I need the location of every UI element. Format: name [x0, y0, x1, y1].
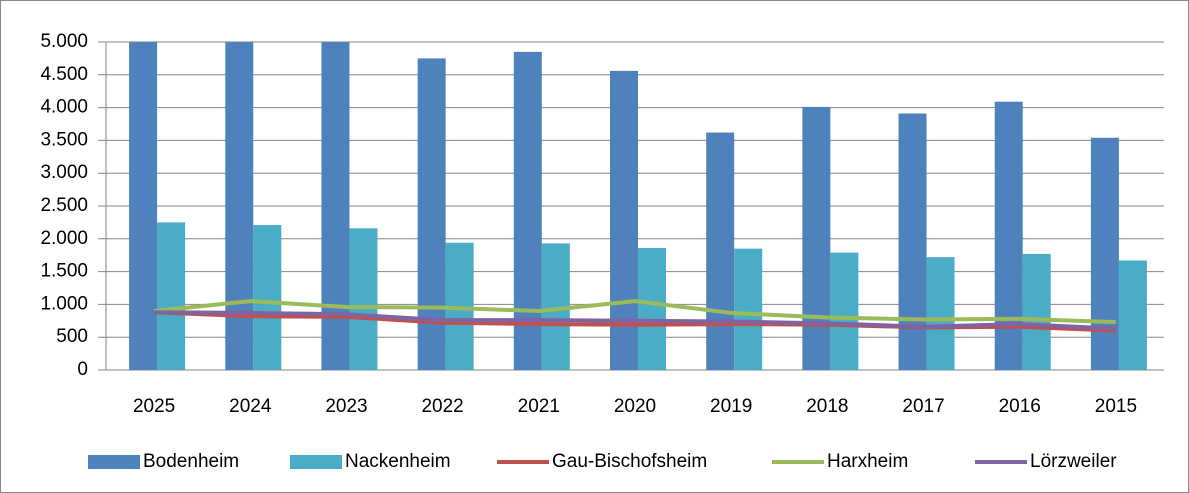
- y-tick-label: 2.500: [40, 195, 88, 216]
- legend-label: Gau-Bischofsheim: [552, 451, 707, 472]
- bar: [129, 42, 158, 370]
- y-tick-label: 4.500: [40, 64, 88, 85]
- bar: [926, 257, 955, 370]
- bar: [706, 132, 735, 370]
- x-tick-label: 2020: [614, 396, 656, 417]
- x-tick-label: 2017: [902, 396, 944, 417]
- x-tick-label: 2016: [999, 396, 1041, 417]
- legend-label: Lörzweiler: [1030, 451, 1117, 472]
- bar: [1118, 260, 1147, 370]
- y-tick-label: 2.000: [40, 228, 88, 249]
- x-tick-label: 2019: [710, 396, 752, 417]
- legend-swatch: [290, 455, 342, 469]
- x-tick-label: 2022: [421, 396, 463, 417]
- y-tick-label: 1.000: [40, 293, 88, 314]
- y-tick-label: 3.500: [40, 129, 88, 150]
- x-tick-label: 2021: [518, 396, 560, 417]
- y-tick-label: 0: [77, 359, 88, 380]
- legend-swatch: [88, 455, 140, 469]
- bar: [225, 42, 254, 370]
- bar: [1090, 137, 1119, 370]
- legend-label: Bodenheim: [143, 451, 239, 472]
- x-tick-label: 2024: [229, 396, 272, 417]
- y-tick-label: 5.000: [40, 31, 88, 52]
- bar: [253, 225, 282, 370]
- bar: [513, 51, 542, 371]
- legend-label: Harxheim: [827, 451, 908, 472]
- y-tick-label: 4.000: [40, 97, 88, 118]
- bar: [994, 101, 1023, 371]
- bar: [321, 42, 350, 370]
- bars: [129, 42, 1147, 371]
- y-tick-label: 3.000: [40, 162, 88, 183]
- bar: [638, 247, 666, 370]
- bar: [157, 222, 186, 370]
- bar: [349, 228, 378, 370]
- line: [153, 299, 1116, 325]
- y-tick-label: 1.500: [40, 261, 88, 282]
- x-tick-label: 2015: [1095, 396, 1137, 417]
- bar: [802, 106, 831, 370]
- x-tick-label: 2023: [325, 396, 367, 417]
- bar: [1022, 253, 1051, 370]
- x-tick-label: 2018: [806, 396, 848, 417]
- bar: [734, 248, 763, 370]
- x-tick-label: 2025: [133, 396, 175, 417]
- bar: [830, 252, 859, 370]
- bar: [898, 113, 927, 370]
- y-tick-label: 500: [56, 326, 88, 347]
- line: [154, 310, 1117, 331]
- legend-label: Nackenheim: [345, 451, 451, 472]
